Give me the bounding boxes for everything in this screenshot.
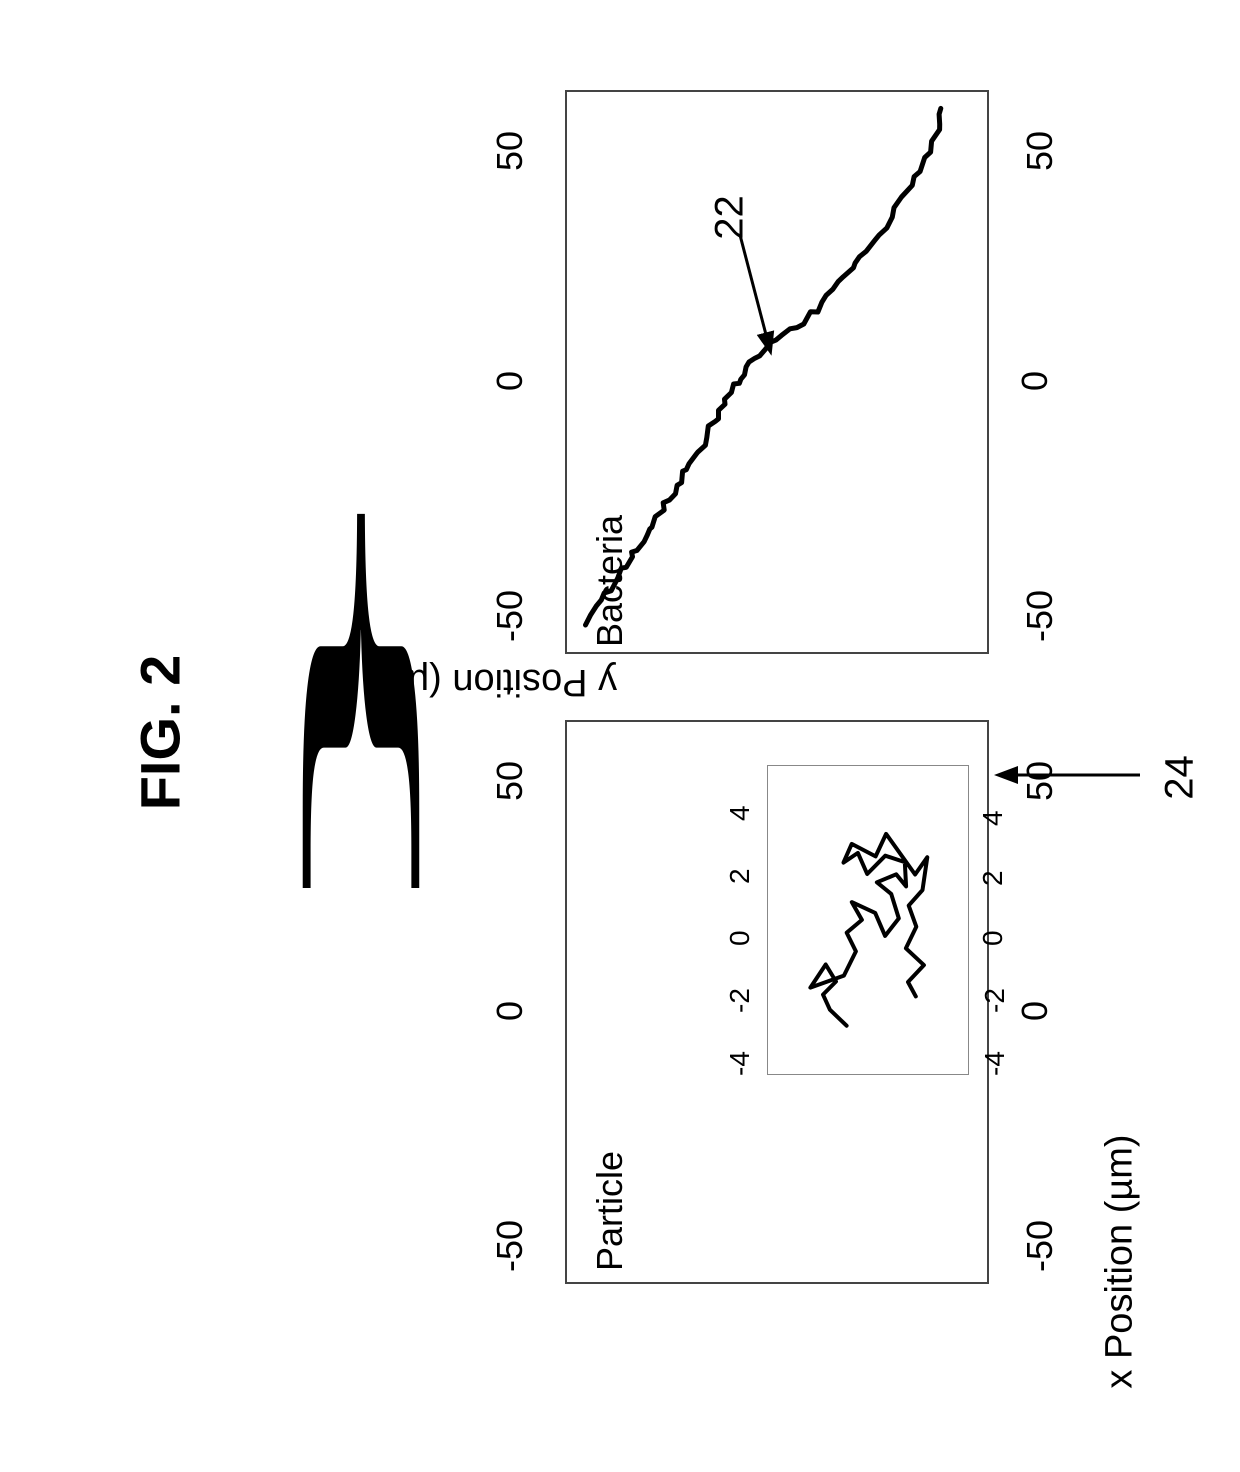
tick-label: 2: [977, 846, 1009, 886]
callout-24-arrow: [990, 755, 1150, 795]
tick-label: 0: [724, 906, 756, 946]
tick-label: -50: [489, 576, 531, 656]
tick-label: 4: [977, 786, 1009, 826]
bacteria-trajectory: [565, 90, 985, 650]
tick-label: -50: [1019, 1206, 1061, 1286]
x-axis-label: x Position (µm): [1099, 1112, 1142, 1412]
tick-label: -50: [489, 1206, 531, 1286]
tick-label: 4: [724, 781, 756, 821]
figure-label: FIG. 2: [128, 623, 193, 843]
tick-label: 50: [1019, 111, 1061, 191]
tick-label: -4: [979, 1026, 1011, 1076]
tick-label: 0: [489, 351, 531, 411]
tick-label: 2: [724, 844, 756, 884]
tick-label: 0: [1014, 981, 1056, 1041]
tick-label: -50: [1019, 576, 1061, 656]
tick-label: 0: [977, 906, 1009, 946]
tick-label: 50: [489, 121, 531, 181]
callout-24: 24: [1158, 748, 1203, 808]
tick-label: -2: [724, 963, 756, 1013]
tick-label: 0: [1014, 351, 1056, 411]
tick-label: -2: [979, 963, 1011, 1013]
particle-inset-trajectory: [767, 765, 967, 1073]
tick-label: 50: [489, 751, 531, 811]
y-axis-label: y Position (µm): [340, 660, 640, 703]
tick-label: -4: [724, 1026, 756, 1076]
figure-label-text: FIG. 2: [129, 655, 192, 811]
tick-label: 0: [489, 981, 531, 1041]
